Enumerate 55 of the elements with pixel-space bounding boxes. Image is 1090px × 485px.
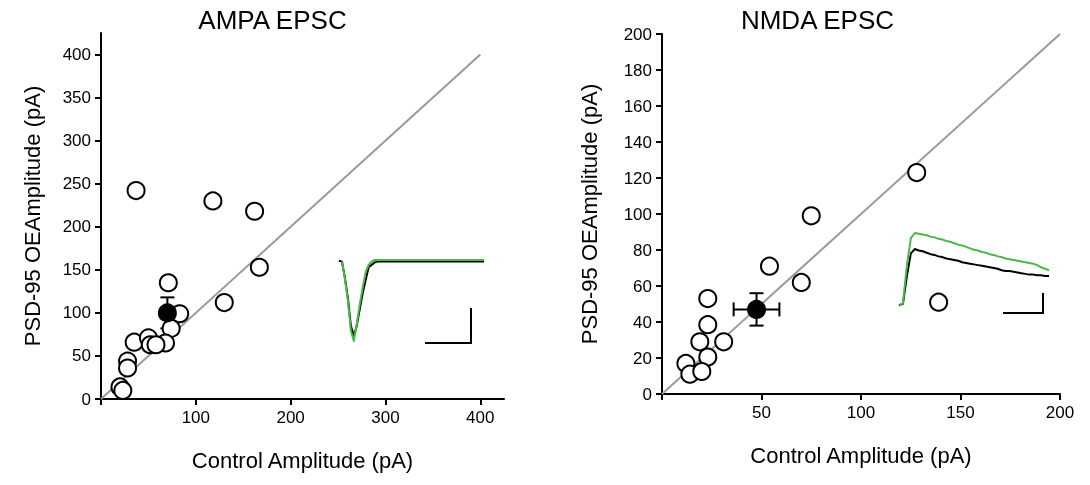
x-tick-label: 400 [466,408,495,427]
y-tick-label: 200 [62,217,91,237]
x-tick-label: 200 [1045,403,1075,422]
point [714,332,734,352]
point [690,332,710,352]
x-axis-title: Control Amplitude (pA) [750,442,972,468]
x-tick-label: 150 [946,403,975,422]
point [146,335,166,355]
y-tick-label: 350 [62,88,91,108]
point [698,315,718,335]
point [692,362,712,381]
point [929,292,949,312]
x-axis-title: Control Amplitude (pA) [191,447,414,473]
point [791,272,811,292]
x-tick-label: 300 [371,408,400,427]
y-axis-title: PSD-95 OEAmplitude (pA) [19,85,45,347]
y-tick-label: 60 [633,276,652,296]
point [118,358,138,378]
y-tick-label: 120 [623,168,652,188]
point [245,201,265,221]
y-tick-label: 80 [633,240,652,260]
point [126,181,146,201]
y-tick-label: 400 [62,45,91,65]
y-tick-label: 0 [642,384,652,404]
point [759,256,779,276]
point [214,293,234,313]
x-tick-label: 50 [752,403,771,422]
y-tick-label: 100 [623,204,652,224]
x-tick-label: 100 [846,403,876,422]
point [203,191,223,211]
point [157,303,177,323]
y-tick-label: 100 [62,303,91,323]
point [747,299,767,319]
point [698,289,718,309]
y-axis-title: PSD-95 OEAmplitude (pA) [576,83,602,345]
y-tick-label: 180 [623,60,652,80]
point [158,273,178,293]
chart-title: AMPA EPSC [198,5,347,35]
y-tick-label: 50 [72,346,91,366]
y-tick-label: 200 [623,24,652,44]
y-tick-label: 20 [633,348,652,368]
y-tick-label: 150 [62,260,91,280]
x-tick-label: 200 [276,408,305,427]
y-tick-label: 300 [62,131,91,151]
point [907,163,927,183]
y-tick-label: 0 [81,389,91,409]
point [698,347,718,367]
x-tick-label: 100 [181,408,211,427]
y-tick-label: 40 [633,312,652,332]
y-tick-label: 140 [623,132,652,152]
point [249,257,269,277]
point [801,206,821,226]
chart-title: NMDA EPSC [740,5,895,35]
y-tick-label: 160 [623,96,652,116]
y-tick-label: 250 [62,174,91,194]
